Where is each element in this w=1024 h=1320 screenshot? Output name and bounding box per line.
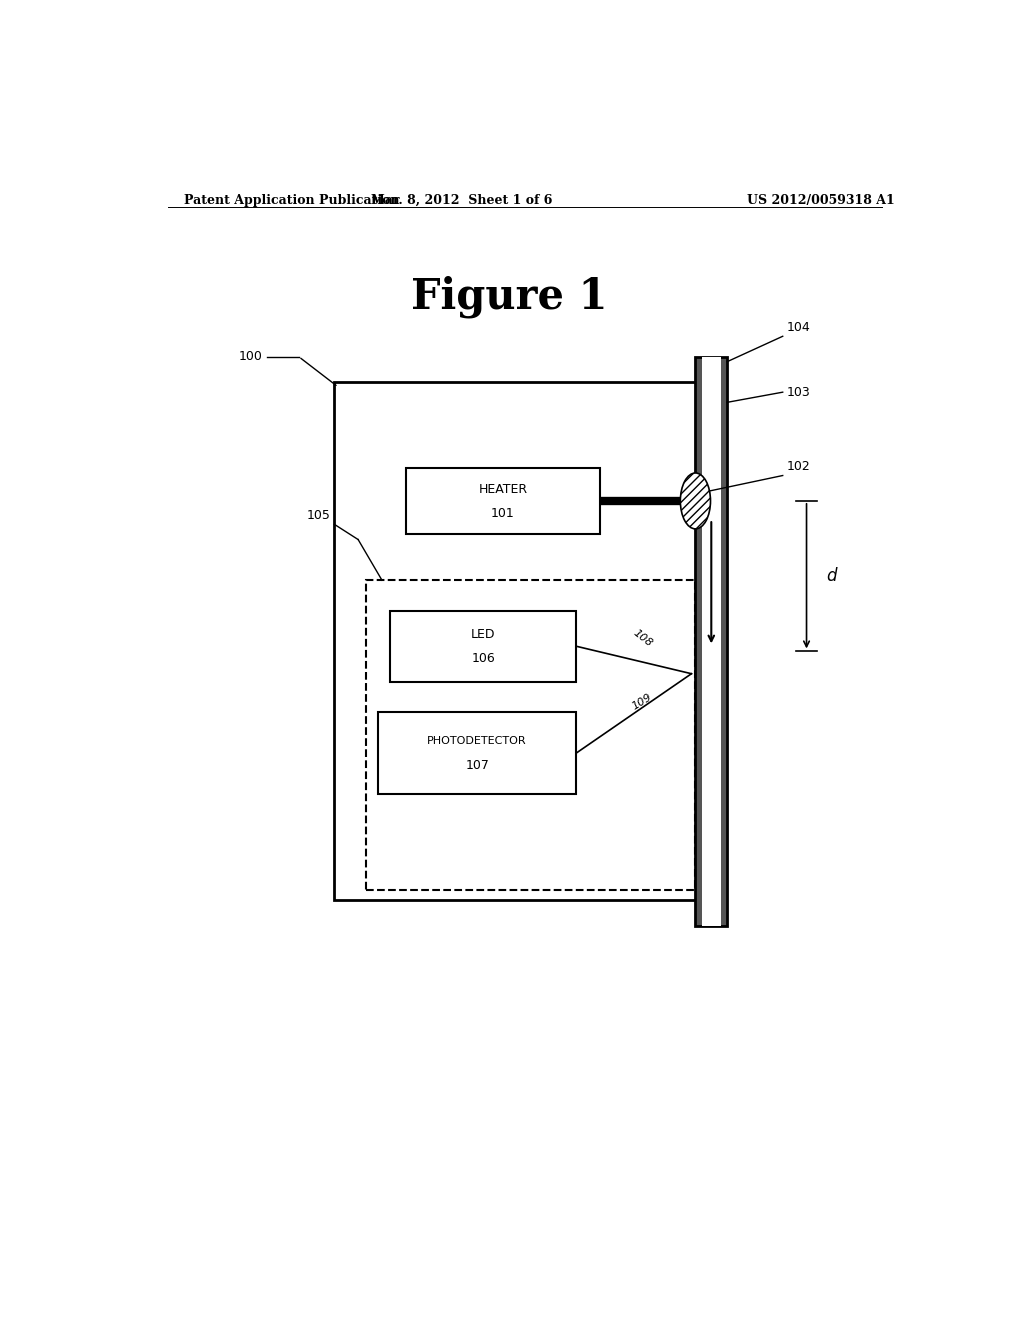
- Text: $d$: $d$: [826, 568, 839, 585]
- Text: 100: 100: [239, 350, 263, 363]
- Text: Mar. 8, 2012  Sheet 1 of 6: Mar. 8, 2012 Sheet 1 of 6: [371, 194, 552, 207]
- Bar: [695, 356, 727, 925]
- Text: LED: LED: [471, 627, 496, 640]
- Text: 108: 108: [631, 627, 653, 648]
- Text: 109: 109: [631, 692, 654, 711]
- Ellipse shape: [680, 473, 711, 529]
- Text: 107: 107: [465, 759, 489, 772]
- Text: 103: 103: [786, 385, 810, 399]
- Text: US 2012/0059318 A1: US 2012/0059318 A1: [748, 194, 895, 207]
- Text: HEATER: HEATER: [478, 483, 527, 496]
- Bar: [390, 611, 577, 682]
- Bar: [334, 381, 708, 900]
- Text: 102: 102: [786, 461, 810, 474]
- Text: 101: 101: [492, 507, 515, 520]
- Text: PHOTODETECTOR: PHOTODETECTOR: [427, 735, 527, 746]
- Bar: [378, 713, 577, 793]
- Text: 105: 105: [306, 510, 331, 523]
- Bar: [406, 469, 600, 535]
- Text: Patent Application Publication: Patent Application Publication: [183, 194, 399, 207]
- Text: 106: 106: [471, 652, 495, 665]
- Bar: [367, 581, 695, 890]
- Text: Figure 1: Figure 1: [411, 276, 607, 318]
- Text: 104: 104: [786, 321, 810, 334]
- Bar: [701, 356, 721, 925]
